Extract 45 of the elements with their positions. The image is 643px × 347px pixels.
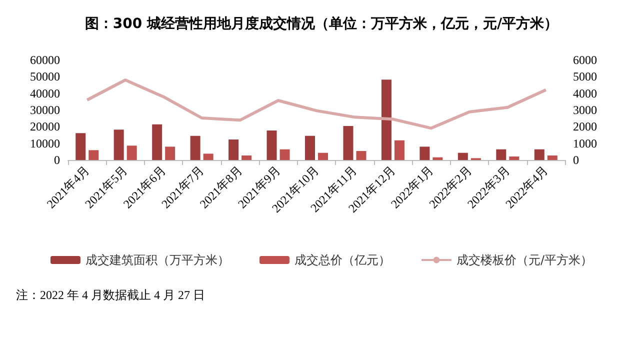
y-tick-label: 30000 xyxy=(30,103,60,117)
bar xyxy=(152,124,162,160)
bar xyxy=(496,149,506,160)
bar xyxy=(356,151,366,160)
bar xyxy=(458,152,468,160)
bar xyxy=(305,136,315,160)
y2-tick-label: 5000 xyxy=(573,70,597,84)
bar xyxy=(318,152,328,160)
bar xyxy=(114,130,124,160)
y2-tick-label: 3000 xyxy=(573,103,597,117)
line-series xyxy=(86,78,548,130)
bar xyxy=(165,146,176,160)
y-tick-label: 60000 xyxy=(30,53,60,67)
bar xyxy=(420,146,430,160)
bar xyxy=(280,149,290,160)
bar xyxy=(381,80,392,160)
y2-tick-label: 0 xyxy=(573,153,579,167)
bar xyxy=(534,149,544,160)
legend-label: 成交总价（亿元） xyxy=(294,253,390,267)
bar xyxy=(190,136,200,160)
bar xyxy=(343,126,354,160)
bar xyxy=(76,133,86,160)
bar xyxy=(547,156,558,160)
y-tick-label: 40000 xyxy=(30,86,60,100)
bar xyxy=(203,154,214,160)
legend-label: 成交建筑面积（万平方米） xyxy=(85,253,230,267)
text: 注：2022 年 4 月数据截止 4 月 27 日 xyxy=(16,288,205,302)
y-tick-label: 50000 xyxy=(30,70,60,84)
bar xyxy=(242,156,252,160)
bar xyxy=(88,150,99,160)
bar xyxy=(126,146,137,160)
bar xyxy=(266,130,277,160)
bar xyxy=(228,140,239,160)
bar xyxy=(509,156,520,160)
bar xyxy=(394,140,404,160)
y2-tick-label: 4000 xyxy=(573,86,597,100)
y2-tick-label: 6000 xyxy=(573,53,597,67)
legend-label: 成交楼板价（元/平方米） xyxy=(456,253,593,267)
y-tick-label: 10000 xyxy=(30,136,60,150)
y2-tick-label: 2000 xyxy=(573,120,597,134)
chart-title: 图：300 城经营性用地月度成交情况（单位：万平方米，亿元，元/平方米） xyxy=(84,15,558,32)
y-tick-label: 0 xyxy=(54,153,60,167)
bar xyxy=(432,157,443,160)
y2-tick-label: 1000 xyxy=(573,136,597,150)
y-tick-label: 20000 xyxy=(30,120,60,134)
